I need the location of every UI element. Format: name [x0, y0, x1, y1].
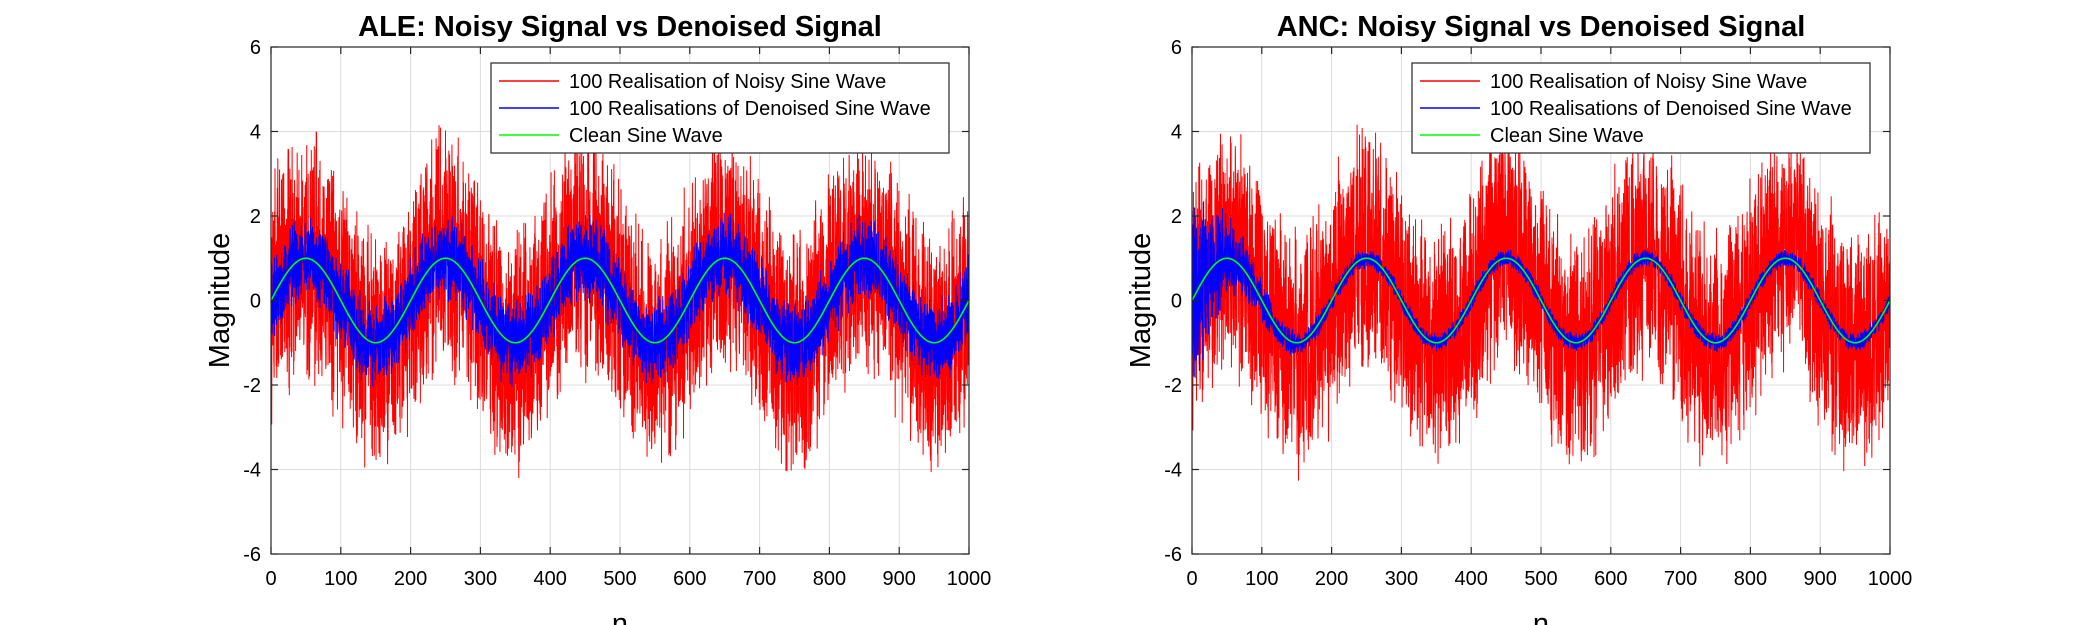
y-tick-label: 4	[250, 122, 261, 144]
x-axis-label: n	[1533, 608, 1549, 625]
x-tick-label: 300	[464, 568, 497, 590]
series-line-clean	[271, 257, 969, 344]
y-tick-label: 4	[1171, 122, 1182, 144]
x-tick-label: 700	[1664, 568, 1697, 590]
legend-label: 100 Realisation of Noisy Sine Wave	[569, 71, 886, 93]
legend-label: 100 Realisations of Denoised Sine Wave	[569, 98, 931, 120]
x-tick-label: 800	[813, 568, 846, 590]
x-tick-label: 700	[743, 568, 776, 590]
series-line-denoised_anc	[1192, 202, 1890, 378]
series-line-denoised_ale	[271, 212, 969, 387]
chart-panel-1: 0 100 200 300 400 500 600 700 800 900 1000 -6 -4 -2 0 2…	[204, 11, 991, 625]
y-tick-label: 2	[1171, 206, 1182, 228]
x-axis-label: n	[612, 608, 628, 625]
y-axis-label: Magnitude	[204, 233, 236, 368]
x-tick-label: 300	[1385, 568, 1418, 590]
y-tick-label: -4	[243, 460, 261, 482]
x-tick-label: 200	[394, 568, 427, 590]
y-axis-label: Magnitude	[1125, 233, 1157, 368]
y-tick-label: -4	[1164, 460, 1182, 482]
legend-box	[1411, 62, 1871, 154]
x-tick-label: 100	[1245, 568, 1278, 590]
x-tick-label: 0	[265, 568, 276, 590]
legend-label: 100 Realisation of Noisy Sine Wave	[1490, 71, 1807, 93]
series-line-noisy	[1192, 124, 1890, 481]
series-group	[271, 123, 969, 479]
x-tick-label: 400	[1455, 568, 1488, 590]
y-tick-label: 0	[1171, 291, 1182, 313]
x-tick-label: 800	[1734, 568, 1767, 590]
y-tick-label: -2	[1164, 375, 1182, 397]
y-tick-label: -6	[243, 544, 261, 566]
x-tick-label: 900	[1804, 568, 1837, 590]
legend-box	[490, 62, 950, 154]
x-tick-label: 500	[603, 568, 636, 590]
x-tick-label: 1000	[1868, 568, 1913, 590]
y-tick-label: 2	[250, 206, 261, 228]
x-tick-label: 1000	[947, 568, 992, 590]
y-tick-label: 6	[1171, 37, 1182, 59]
x-tick-label: 100	[324, 568, 357, 590]
legend-label: 100 Realisations of Denoised Sine Wave	[1490, 98, 1852, 120]
legend: 100 Realisation of Noisy Sine Wave 100 Re…	[490, 62, 950, 154]
y-tick-label: 0	[250, 291, 261, 313]
x-tick-label: 600	[673, 568, 706, 590]
x-tick-label: 900	[883, 568, 916, 590]
chart-panel-2: 0 100 200 300 400 500 600 700 800 900 1000 -6 -4 -2 0 2…	[1125, 11, 1912, 625]
y-tick-label: -6	[1164, 544, 1182, 566]
y-tick-label: 6	[250, 37, 261, 59]
x-tick-label: 200	[1315, 568, 1348, 590]
legend-label: Clean Sine Wave	[569, 125, 723, 147]
series-line-clean	[1192, 257, 1890, 344]
x-tick-label: 600	[1594, 568, 1627, 590]
chart-title: ANC: Noisy Signal vs Denoised Signal	[1277, 11, 1806, 43]
y-tick-label: -2	[243, 375, 261, 397]
legend-label: Clean Sine Wave	[1490, 125, 1644, 147]
x-tick-label: 400	[534, 568, 567, 590]
chart-title: ALE: Noisy Signal vs Denoised Signal	[358, 11, 882, 43]
legend: 100 Realisation of Noisy Sine Wave 100 Re…	[1411, 62, 1871, 154]
x-tick-label: 0	[1186, 568, 1197, 590]
x-tick-label: 500	[1524, 568, 1557, 590]
series-group	[1192, 124, 1890, 481]
